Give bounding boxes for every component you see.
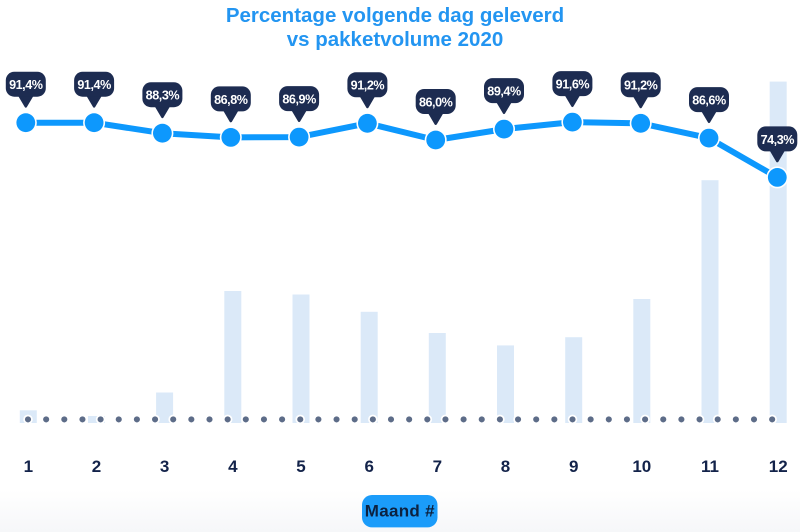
svg-text:2: 2 <box>92 457 101 476</box>
svg-text:11: 11 <box>701 457 719 476</box>
svg-text:Maand #: Maand # <box>365 502 435 521</box>
svg-text:74,3%: 74,3% <box>761 133 795 147</box>
svg-text:3: 3 <box>160 457 169 476</box>
svg-text:10: 10 <box>632 457 651 476</box>
svg-text:vs pakketvolume 2020: vs pakketvolume 2020 <box>287 28 504 51</box>
svg-text:4: 4 <box>228 457 238 476</box>
svg-text:89,4%: 89,4% <box>487 85 521 99</box>
svg-text:12: 12 <box>769 457 788 476</box>
svg-text:91,4%: 91,4% <box>9 78 43 92</box>
svg-text:86,6%: 86,6% <box>692 94 726 108</box>
svg-text:9: 9 <box>569 457 578 476</box>
svg-text:8: 8 <box>501 457 510 476</box>
svg-text:Percentage volgende dag geleve: Percentage volgende dag geleverd <box>226 4 564 27</box>
svg-text:91,6%: 91,6% <box>556 78 590 92</box>
svg-text:86,9%: 86,9% <box>282 93 316 107</box>
svg-text:86,0%: 86,0% <box>419 95 453 109</box>
svg-text:91,2%: 91,2% <box>351 79 385 93</box>
svg-text:91,4%: 91,4% <box>77 78 111 92</box>
svg-text:5: 5 <box>296 457 305 476</box>
svg-text:7: 7 <box>433 457 442 476</box>
svg-text:86,8%: 86,8% <box>214 93 248 107</box>
svg-text:1: 1 <box>24 457 33 476</box>
svg-text:88,3%: 88,3% <box>146 89 180 103</box>
svg-text:6: 6 <box>364 457 373 476</box>
svg-text:91,2%: 91,2% <box>624 79 658 93</box>
